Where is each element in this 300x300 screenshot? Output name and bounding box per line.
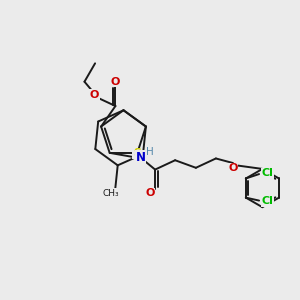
Text: O: O (90, 90, 99, 100)
Text: Cl: Cl (261, 168, 273, 178)
Text: H: H (146, 147, 154, 157)
Text: O: O (111, 76, 120, 87)
Text: CH₃: CH₃ (102, 189, 119, 198)
Text: O: O (228, 163, 238, 173)
Text: Cl: Cl (261, 196, 273, 206)
Text: S: S (133, 148, 141, 158)
Text: N: N (136, 151, 146, 164)
Text: O: O (145, 188, 154, 198)
